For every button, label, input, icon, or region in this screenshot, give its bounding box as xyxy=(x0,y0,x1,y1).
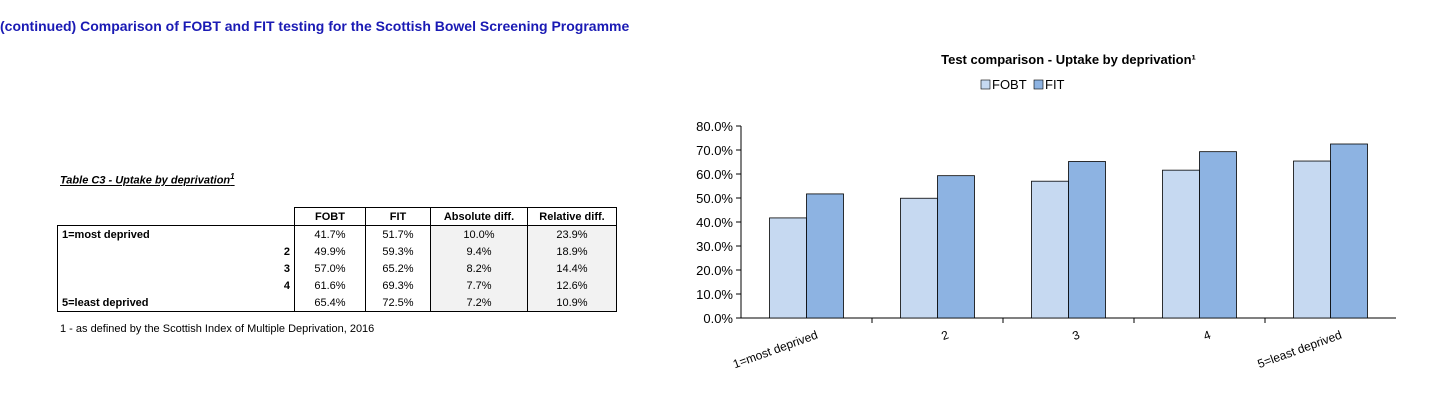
cell-fit: 59.3% xyxy=(365,243,431,260)
bar-fit-2 xyxy=(937,175,975,319)
y-tick-label: 10.0% xyxy=(696,287,733,302)
bar-fobt-4 xyxy=(1162,169,1200,319)
bar-fobt-3 xyxy=(1031,180,1069,319)
bar-fobt-1 xyxy=(769,217,807,319)
table-caption: Table C3 - Uptake by deprivation1 xyxy=(60,172,235,187)
cell-fobt: 41.7% xyxy=(294,225,366,243)
x-tick-label: 5=least deprived xyxy=(1256,328,1344,371)
y-tick-label: 30.0% xyxy=(696,239,733,254)
chart-title: Test comparison - Uptake by deprivation¹ xyxy=(941,52,1196,67)
cell-relative-diff: 18.9% xyxy=(527,243,617,260)
cell-fobt: 65.4% xyxy=(294,294,366,312)
table-row: 1=most deprived 41.7% 51.7% 10.0% 23.9% xyxy=(57,225,617,243)
bar-fit-3 xyxy=(1068,161,1106,319)
bar-fobt-5 xyxy=(1293,160,1331,319)
y-tick-label: 20.0% xyxy=(696,263,733,278)
row-label: 4 xyxy=(57,277,295,294)
cell-fit: 51.7% xyxy=(365,225,431,243)
x-tick-label: 4 xyxy=(1201,328,1212,344)
row-label: 3 xyxy=(57,260,295,277)
table-row: 4 61.6% 69.3% 7.7% 12.6% xyxy=(57,277,617,294)
table-footnote: 1 - as defined by the Scottish Index of … xyxy=(60,323,375,335)
cell-absolute-diff: 10.0% xyxy=(430,225,528,243)
x-tick-label: 1=most deprived xyxy=(731,328,819,372)
cell-absolute-diff: 9.4% xyxy=(430,243,528,260)
cell-absolute-diff: 7.7% xyxy=(430,277,528,294)
header-relative-diff: Relative diff. xyxy=(527,207,617,226)
page-title: (continued) Comparison of FOBT and FIT t… xyxy=(0,18,630,34)
header-fit: FIT xyxy=(365,207,431,226)
x-tick-label: 2 xyxy=(939,328,950,344)
cell-relative-diff: 12.6% xyxy=(527,277,617,294)
table-caption-text: Table C3 - Uptake by deprivation xyxy=(60,174,231,187)
cell-fit: 65.2% xyxy=(365,260,431,277)
y-tick-label: 70.0% xyxy=(696,143,733,158)
header-fobt: FOBT xyxy=(294,207,366,226)
legend-label-fobt: FOBT xyxy=(992,77,1027,92)
bar-fit-1 xyxy=(806,193,844,319)
row-label: 1=most deprived xyxy=(57,225,295,243)
legend-swatch-fit xyxy=(1033,79,1044,90)
cell-fobt: 57.0% xyxy=(294,260,366,277)
y-tick-label: 40.0% xyxy=(696,215,733,230)
cell-relative-diff: 23.9% xyxy=(527,225,617,243)
row-label: 5=least deprived xyxy=(57,294,295,312)
bar-fobt-2 xyxy=(900,197,938,319)
cell-absolute-diff: 8.2% xyxy=(430,260,528,277)
table-caption-footnote-mark: 1 xyxy=(230,172,235,181)
y-tick-label: 0.0% xyxy=(703,311,733,326)
y-tick-label: 80.0% xyxy=(696,119,733,134)
uptake-table: FOBT FIT Absolute diff. Relative diff. 1… xyxy=(57,207,617,312)
uptake-bar-chart: Test comparison - Uptake by deprivation¹… xyxy=(696,52,1396,372)
bar-fit-4 xyxy=(1199,151,1237,319)
cell-relative-diff: 10.9% xyxy=(527,294,617,312)
table-row: 3 57.0% 65.2% 8.2% 14.4% xyxy=(57,260,617,277)
row-label: 2 xyxy=(57,243,295,260)
bar-fit-5 xyxy=(1330,143,1368,319)
cell-absolute-diff: 7.2% xyxy=(430,294,528,312)
x-tick-label: 3 xyxy=(1070,328,1081,344)
cell-fobt: 49.9% xyxy=(294,243,366,260)
cell-fobt: 61.6% xyxy=(294,277,366,294)
y-tick-label: 60.0% xyxy=(696,167,733,182)
cell-relative-diff: 14.4% xyxy=(527,260,617,277)
legend-swatch-fobt xyxy=(980,79,991,90)
header-absolute-diff: Absolute diff. xyxy=(430,207,528,226)
cell-fit: 69.3% xyxy=(365,277,431,294)
table-header-row: FOBT FIT Absolute diff. Relative diff. xyxy=(57,207,617,226)
table-row: 5=least deprived 65.4% 72.5% 7.2% 10.9% xyxy=(57,294,617,312)
header-blank-cell xyxy=(57,207,295,226)
legend-label-fit: FIT xyxy=(1045,77,1065,92)
y-tick-label: 50.0% xyxy=(696,191,733,206)
table-row: 2 49.9% 59.3% 9.4% 18.9% xyxy=(57,243,617,260)
cell-fit: 72.5% xyxy=(365,294,431,312)
